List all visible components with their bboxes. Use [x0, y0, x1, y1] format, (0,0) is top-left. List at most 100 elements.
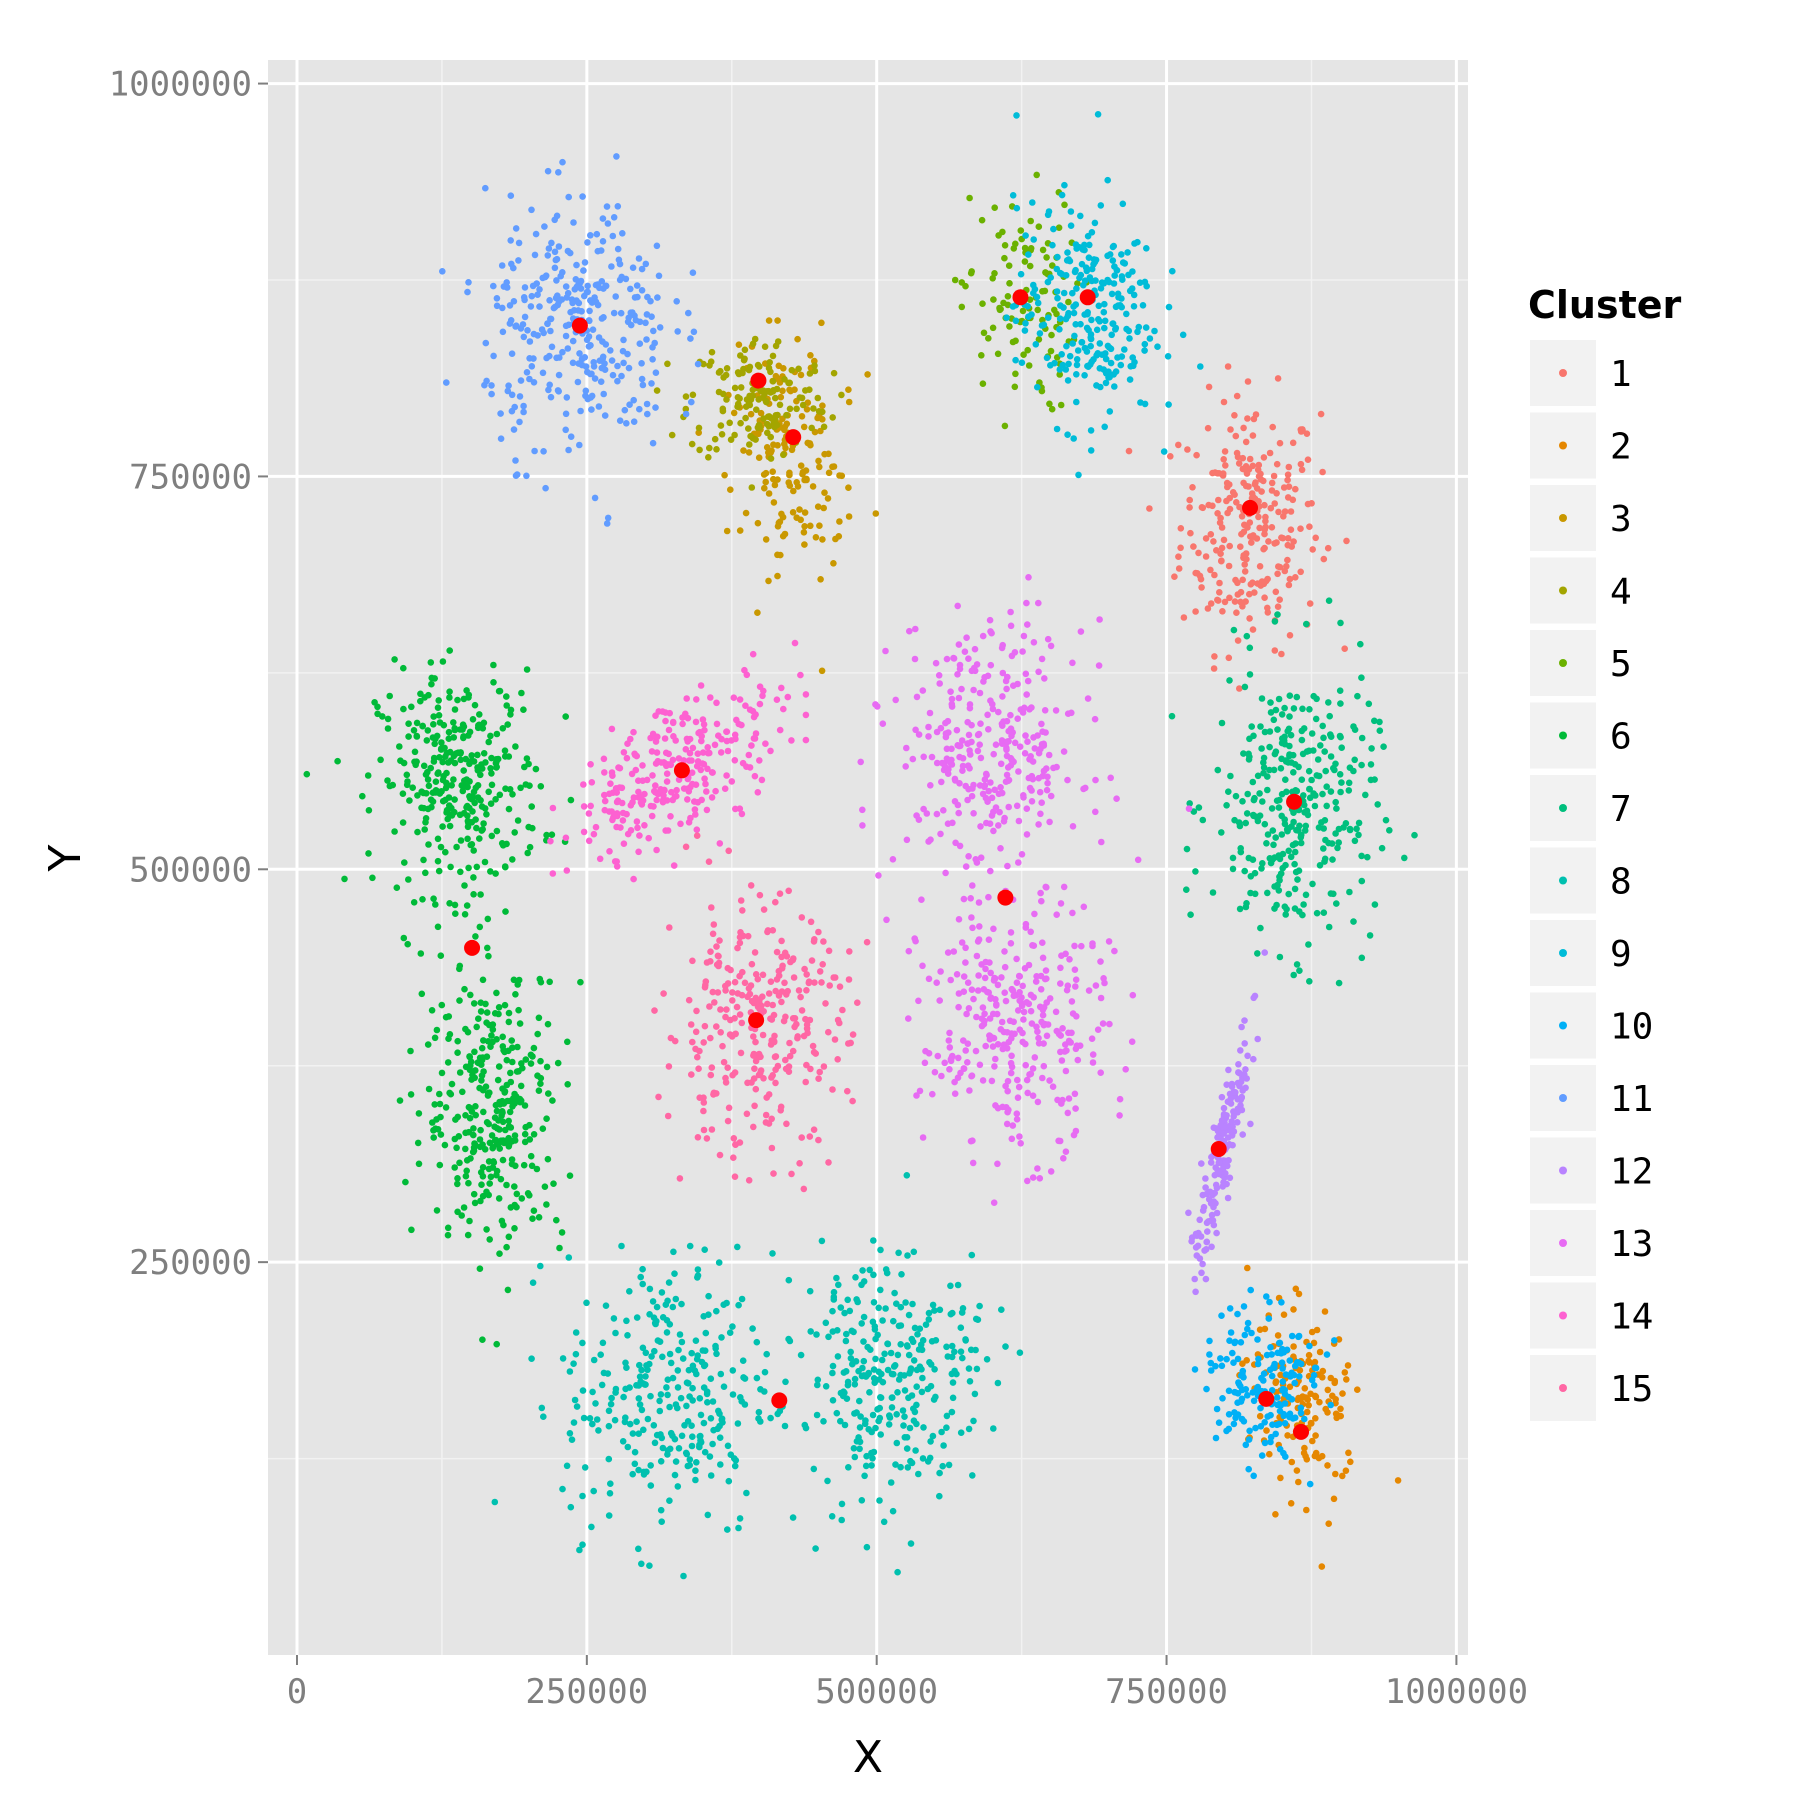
data-point	[1024, 346, 1031, 354]
data-point	[656, 1397, 663, 1405]
data-point	[870, 1448, 878, 1456]
data-point	[1271, 1360, 1278, 1368]
centroid-point	[997, 889, 1014, 906]
data-point	[684, 1462, 692, 1470]
data-point	[1309, 546, 1316, 553]
data-point	[598, 315, 606, 322]
data-point	[667, 813, 674, 820]
data-point	[693, 1007, 700, 1015]
data-point	[995, 708, 1002, 716]
data-point	[1033, 973, 1040, 980]
data-point	[1008, 1135, 1016, 1143]
data-point	[439, 268, 446, 275]
data-point	[1277, 1402, 1284, 1409]
data-point	[994, 981, 1002, 989]
data-point	[1274, 570, 1281, 578]
data-point	[817, 576, 824, 583]
data-point	[1033, 1023, 1040, 1031]
data-point	[776, 890, 784, 897]
data-point	[477, 1197, 484, 1205]
data-point	[423, 737, 431, 744]
data-point	[1197, 363, 1204, 370]
data-point	[1230, 626, 1238, 634]
data-point	[1358, 877, 1366, 885]
data-point	[846, 1307, 854, 1315]
data-point	[1263, 840, 1270, 847]
data-point	[1357, 640, 1364, 648]
data-point	[451, 726, 459, 734]
data-point	[967, 1346, 975, 1354]
data-point	[488, 390, 495, 398]
data-point	[1016, 1349, 1024, 1356]
data-point	[1117, 361, 1125, 369]
data-point	[480, 750, 488, 757]
data-point	[1059, 1096, 1066, 1104]
data-point	[1321, 1308, 1329, 1315]
data-point	[838, 1500, 846, 1508]
data-point	[1286, 713, 1293, 720]
data-point	[905, 947, 913, 955]
data-point	[505, 1018, 513, 1026]
data-point	[676, 1175, 684, 1182]
data-point	[760, 415, 767, 422]
data-point	[1327, 1374, 1335, 1382]
data-point	[413, 719, 421, 727]
data-point	[631, 751, 639, 759]
data-point	[960, 973, 968, 980]
data-point	[689, 1384, 696, 1392]
data-point	[341, 875, 348, 883]
data-point	[509, 791, 516, 798]
data-point	[683, 695, 690, 702]
data-point	[559, 1355, 567, 1362]
data-point	[685, 1366, 693, 1374]
data-point	[1210, 538, 1217, 545]
data-point	[478, 1077, 485, 1084]
data-point	[600, 1369, 608, 1377]
data-point	[1187, 911, 1194, 918]
data-point	[499, 328, 507, 336]
data-point	[1260, 754, 1268, 762]
data-point	[590, 830, 598, 838]
data-point	[1294, 876, 1301, 883]
data-point	[833, 1274, 840, 1282]
data-point	[715, 388, 723, 396]
data-point	[751, 1102, 758, 1110]
data-point	[491, 1010, 499, 1017]
data-point	[820, 504, 827, 512]
data-point	[1254, 1035, 1261, 1043]
data-point	[653, 749, 661, 756]
data-point	[723, 728, 730, 735]
data-point	[1106, 251, 1114, 258]
data-point	[829, 1307, 836, 1315]
data-point	[488, 1032, 495, 1039]
data-point	[1084, 695, 1092, 702]
data-point	[1218, 1117, 1226, 1124]
data-point	[717, 1461, 724, 1468]
data-point	[784, 693, 792, 701]
data-point	[951, 1078, 958, 1086]
data-point	[925, 733, 932, 740]
data-point	[815, 1075, 822, 1082]
data-point	[1034, 306, 1041, 314]
data-point	[731, 384, 739, 392]
data-point	[1246, 1427, 1253, 1435]
data-point	[1355, 819, 1363, 827]
data-point	[617, 309, 625, 317]
data-point	[828, 1513, 836, 1520]
data-point	[714, 952, 722, 960]
data-point	[617, 824, 624, 831]
data-point	[1262, 513, 1269, 521]
data-point	[1338, 779, 1345, 786]
data-point	[1111, 263, 1118, 270]
data-point	[444, 1059, 452, 1066]
data-point	[459, 1088, 466, 1096]
data-point	[984, 798, 991, 805]
data-point	[1225, 1411, 1233, 1418]
data-point	[608, 769, 616, 776]
data-point	[450, 719, 457, 726]
data-point	[1141, 347, 1148, 354]
data-point	[720, 1301, 727, 1308]
data-point	[883, 916, 890, 924]
data-point	[1229, 489, 1237, 496]
